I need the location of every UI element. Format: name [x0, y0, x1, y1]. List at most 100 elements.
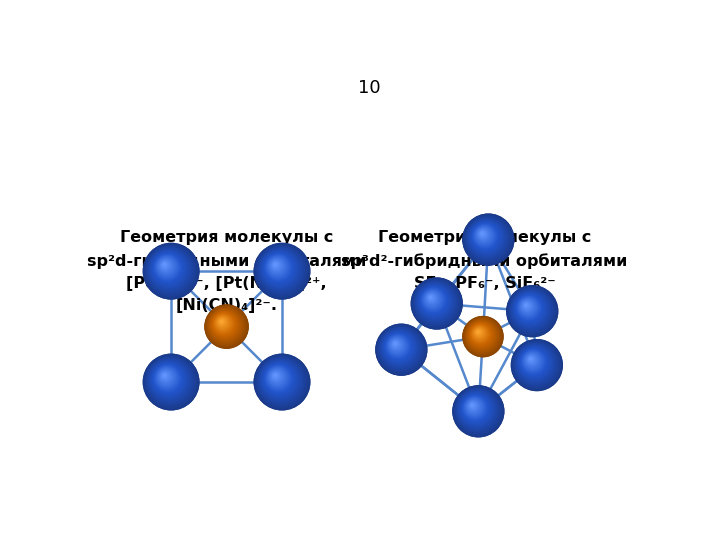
Circle shape: [524, 303, 529, 308]
Circle shape: [420, 286, 449, 315]
Circle shape: [269, 369, 284, 384]
Circle shape: [265, 254, 292, 281]
Circle shape: [420, 287, 447, 314]
Circle shape: [430, 296, 431, 298]
Circle shape: [421, 288, 446, 313]
Circle shape: [469, 322, 493, 347]
Circle shape: [208, 308, 243, 343]
Circle shape: [151, 251, 186, 286]
Circle shape: [220, 320, 223, 323]
Circle shape: [526, 304, 527, 306]
Circle shape: [456, 390, 498, 430]
Circle shape: [264, 363, 294, 395]
Circle shape: [469, 322, 494, 347]
Circle shape: [390, 338, 403, 352]
Circle shape: [479, 230, 487, 239]
Circle shape: [205, 306, 247, 347]
Circle shape: [469, 402, 476, 409]
Circle shape: [150, 361, 189, 400]
Circle shape: [507, 286, 558, 336]
Circle shape: [525, 353, 540, 368]
Circle shape: [148, 248, 192, 292]
Circle shape: [462, 395, 488, 421]
Circle shape: [474, 225, 496, 247]
Circle shape: [527, 355, 537, 365]
Circle shape: [475, 329, 483, 336]
Circle shape: [220, 320, 224, 324]
Circle shape: [512, 340, 561, 389]
Circle shape: [266, 366, 290, 390]
Circle shape: [454, 387, 503, 436]
Text: 10: 10: [358, 79, 380, 97]
Circle shape: [215, 315, 232, 332]
Circle shape: [153, 253, 183, 283]
Circle shape: [463, 316, 503, 356]
Circle shape: [258, 247, 304, 293]
Circle shape: [379, 327, 421, 370]
Circle shape: [523, 351, 543, 372]
Circle shape: [520, 348, 549, 377]
Circle shape: [418, 285, 451, 318]
Circle shape: [150, 361, 187, 398]
Circle shape: [267, 256, 288, 277]
Circle shape: [147, 358, 193, 404]
Circle shape: [216, 316, 230, 330]
Circle shape: [163, 374, 166, 376]
Circle shape: [464, 397, 486, 418]
Circle shape: [459, 392, 493, 426]
Circle shape: [256, 246, 306, 295]
Circle shape: [518, 347, 551, 379]
Circle shape: [215, 315, 231, 331]
Circle shape: [469, 220, 504, 255]
Circle shape: [387, 335, 409, 357]
Circle shape: [209, 309, 242, 342]
Circle shape: [528, 356, 535, 363]
Circle shape: [147, 247, 193, 293]
Circle shape: [521, 300, 534, 312]
Circle shape: [163, 264, 166, 265]
Circle shape: [522, 301, 532, 311]
Circle shape: [480, 231, 485, 237]
Circle shape: [158, 369, 174, 386]
Circle shape: [466, 399, 482, 416]
Circle shape: [273, 373, 279, 379]
Circle shape: [272, 261, 279, 269]
Circle shape: [145, 356, 197, 408]
Circle shape: [523, 302, 530, 309]
Circle shape: [382, 330, 417, 366]
Circle shape: [392, 341, 399, 348]
Circle shape: [480, 231, 486, 238]
Circle shape: [471, 222, 501, 252]
Circle shape: [424, 291, 441, 308]
Circle shape: [428, 295, 433, 300]
Circle shape: [470, 324, 490, 344]
Circle shape: [417, 284, 453, 319]
Circle shape: [151, 362, 186, 397]
Circle shape: [411, 278, 462, 329]
Circle shape: [513, 342, 559, 387]
Circle shape: [143, 354, 199, 410]
Circle shape: [518, 297, 539, 318]
Circle shape: [469, 323, 492, 346]
Circle shape: [268, 257, 287, 276]
Circle shape: [465, 216, 510, 262]
Circle shape: [523, 302, 531, 310]
Circle shape: [160, 260, 171, 271]
Circle shape: [144, 244, 198, 298]
Circle shape: [266, 256, 289, 278]
Circle shape: [388, 336, 407, 355]
Circle shape: [469, 402, 477, 410]
Circle shape: [467, 218, 508, 259]
Circle shape: [476, 329, 481, 335]
Circle shape: [508, 286, 557, 335]
Circle shape: [455, 388, 500, 434]
Circle shape: [464, 215, 513, 264]
Circle shape: [468, 219, 505, 256]
Circle shape: [517, 296, 541, 320]
Circle shape: [395, 343, 396, 345]
Circle shape: [519, 347, 549, 378]
Circle shape: [267, 368, 288, 388]
Circle shape: [273, 262, 279, 268]
Circle shape: [510, 289, 552, 332]
Circle shape: [472, 325, 489, 342]
